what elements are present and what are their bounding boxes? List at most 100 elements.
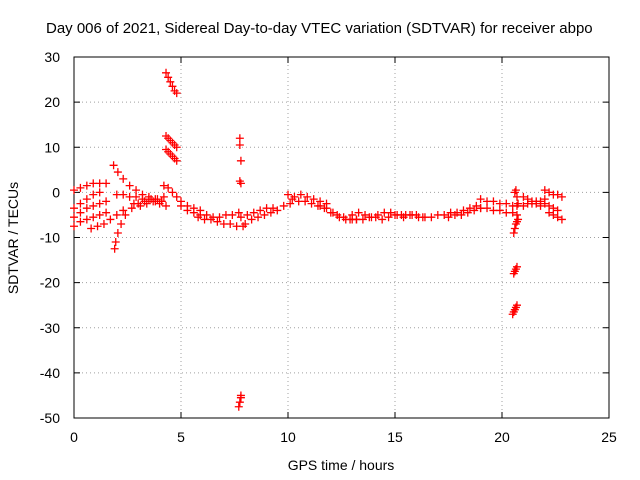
data-point bbox=[557, 192, 566, 201]
data-point bbox=[508, 208, 517, 217]
data-point bbox=[70, 222, 78, 231]
series-track-11 bbox=[162, 131, 181, 152]
series-track-35 bbox=[519, 192, 545, 210]
data-point bbox=[82, 204, 91, 213]
data-point bbox=[236, 156, 245, 165]
data-point bbox=[119, 190, 128, 199]
data-point bbox=[102, 208, 111, 217]
data-point bbox=[82, 195, 91, 204]
x-axis-label: GPS time / hours bbox=[288, 457, 395, 473]
data-point bbox=[82, 181, 91, 190]
series-track-19 bbox=[241, 199, 295, 228]
series-track-04 bbox=[70, 208, 111, 231]
data-point bbox=[545, 188, 554, 197]
data-point bbox=[132, 192, 141, 201]
data-point bbox=[279, 201, 288, 210]
series-track-28 bbox=[476, 195, 521, 210]
data-point bbox=[70, 186, 78, 195]
data-point bbox=[95, 188, 104, 197]
data-point bbox=[236, 391, 245, 400]
data-point bbox=[243, 210, 252, 219]
data-point bbox=[266, 208, 275, 217]
data-point bbox=[206, 215, 215, 224]
data-point bbox=[284, 190, 292, 199]
data-point bbox=[249, 208, 258, 217]
series-track-08 bbox=[112, 190, 166, 206]
data-point bbox=[89, 213, 98, 222]
data-point bbox=[168, 188, 177, 197]
data-point bbox=[256, 206, 265, 215]
series-track-29 bbox=[476, 204, 521, 219]
data-point bbox=[322, 204, 331, 213]
data-point bbox=[89, 190, 98, 199]
y-tick-label: 0 bbox=[52, 184, 60, 200]
data-points bbox=[70, 68, 566, 411]
data-point bbox=[162, 68, 171, 77]
data-point bbox=[164, 183, 173, 192]
series-track-33 bbox=[508, 301, 521, 319]
data-point bbox=[519, 201, 528, 210]
x-tick-label: 15 bbox=[387, 429, 403, 445]
data-point bbox=[316, 201, 325, 210]
data-point bbox=[129, 199, 138, 208]
data-point bbox=[87, 224, 96, 233]
data-point bbox=[378, 215, 387, 224]
series-track-01 bbox=[70, 179, 111, 195]
data-point bbox=[296, 190, 305, 199]
data-point bbox=[540, 199, 549, 208]
data-point bbox=[254, 213, 263, 222]
data-point bbox=[309, 195, 318, 204]
data-point bbox=[119, 174, 128, 183]
data-point bbox=[514, 199, 523, 208]
data-point bbox=[70, 204, 78, 213]
data-point bbox=[127, 204, 136, 213]
data-point bbox=[489, 197, 498, 206]
data-point bbox=[226, 219, 235, 228]
data-point bbox=[119, 206, 128, 215]
data-point bbox=[440, 210, 449, 219]
data-point bbox=[361, 210, 370, 219]
y-tick-label: 10 bbox=[44, 139, 60, 155]
series-track-10 bbox=[162, 68, 181, 98]
x-tick-label: 25 bbox=[601, 429, 617, 445]
x-tick-label: 0 bbox=[70, 429, 78, 445]
data-point bbox=[557, 215, 566, 224]
data-point bbox=[149, 197, 158, 206]
series-track-16 bbox=[235, 134, 245, 165]
data-point bbox=[495, 206, 504, 215]
series-track-36 bbox=[540, 186, 566, 201]
data-point bbox=[260, 210, 269, 219]
data-point bbox=[553, 190, 562, 199]
data-point bbox=[273, 206, 282, 215]
axis-ticks: 0 5 10 15 20 25 -50 -40 -30 -20 -10 0 10 20 30 bbox=[40, 49, 617, 445]
data-point bbox=[358, 215, 367, 224]
data-point bbox=[540, 186, 549, 195]
data-point bbox=[502, 199, 511, 208]
data-point bbox=[102, 179, 111, 188]
data-point bbox=[386, 208, 395, 217]
data-point bbox=[109, 161, 118, 170]
data-point bbox=[459, 206, 468, 215]
data-point bbox=[234, 402, 243, 411]
data-point bbox=[110, 244, 119, 253]
series-track-32 bbox=[509, 262, 521, 278]
data-point bbox=[70, 213, 78, 222]
series-track-05 bbox=[87, 206, 128, 233]
data-point bbox=[549, 204, 558, 213]
series-track-23 bbox=[316, 201, 357, 224]
data-point bbox=[303, 192, 312, 201]
data-point bbox=[354, 208, 363, 217]
series-track-09 bbox=[129, 197, 171, 210]
data-point bbox=[76, 217, 85, 226]
data-point bbox=[553, 206, 562, 215]
y-axis-label: SDTVAR / TECUs bbox=[5, 182, 21, 294]
data-point bbox=[476, 195, 485, 204]
chart-title: Day 006 of 2021, Sidereal Day-to-day VTE… bbox=[46, 20, 593, 37]
data-point bbox=[465, 204, 474, 213]
grid-lines bbox=[74, 57, 609, 418]
data-point bbox=[301, 197, 310, 206]
x-tick-label: 20 bbox=[494, 429, 510, 445]
data-point bbox=[457, 210, 466, 219]
series-track-30 bbox=[510, 186, 523, 208]
